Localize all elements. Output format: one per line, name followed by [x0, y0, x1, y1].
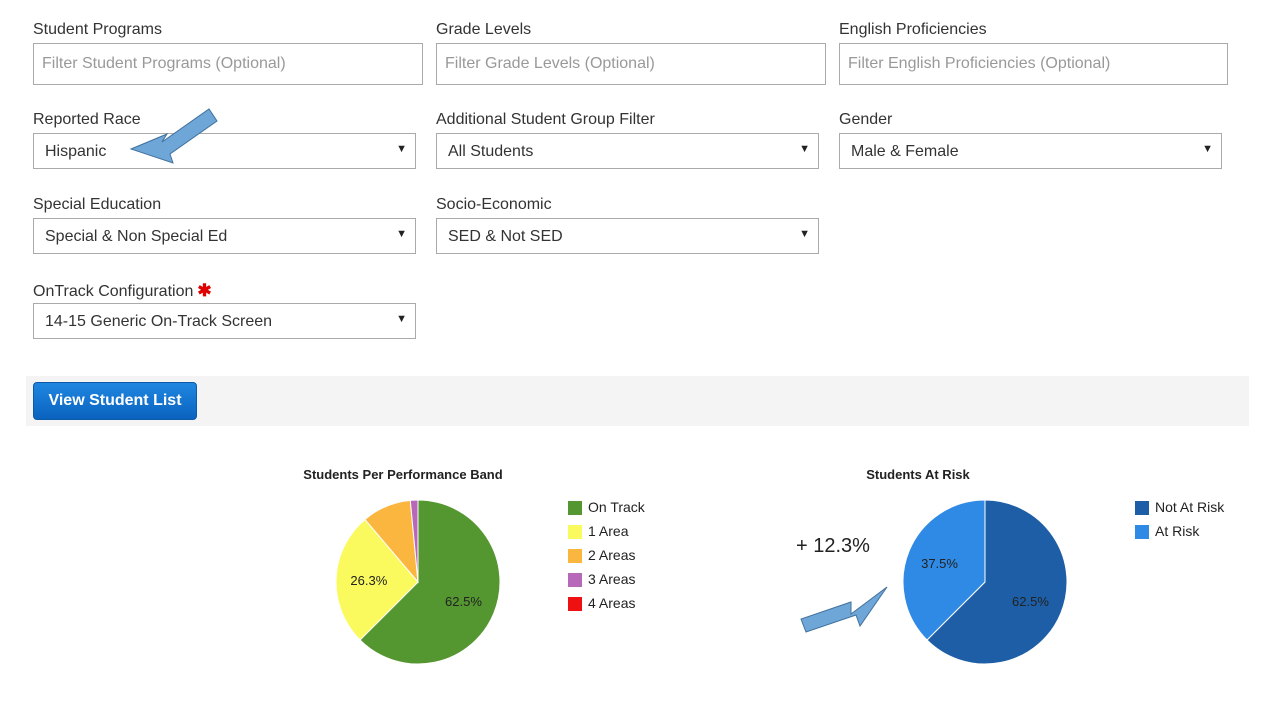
gender-value: Male & Female: [851, 143, 959, 160]
chevron-down-icon: ▼: [396, 143, 407, 155]
english-proficiencies-label: English Proficiencies: [839, 21, 987, 38]
legend-swatch: [568, 501, 582, 515]
pie-slice-not-at-risk[interactable]: [926, 499, 1068, 665]
pie-chart-performance-band: 62.5% 26.3%: [335, 499, 501, 665]
additional-group-select[interactable]: All Students ▼: [436, 133, 819, 169]
chevron-down-icon: ▼: [1202, 143, 1213, 155]
arrow-up-right-icon: [800, 586, 888, 633]
reported-race-value: Hispanic: [45, 143, 107, 160]
ontrack-config-label: OnTrack Configuration ✱: [33, 281, 212, 301]
legend-label: 1 Area: [588, 523, 629, 539]
pie-data-label: 62.5%: [1012, 594, 1049, 609]
student-programs-input[interactable]: [33, 43, 423, 85]
socio-economic-value: SED & Not SED: [448, 228, 563, 245]
legend-label: Not At Risk: [1155, 499, 1225, 515]
additional-group-label: Additional Student Group Filter: [436, 111, 655, 128]
special-education-value: Special & Non Special Ed: [45, 228, 228, 245]
legend-label: At Risk: [1155, 523, 1200, 539]
ontrack-config-select[interactable]: 14-15 Generic On-Track Screen ▼: [33, 303, 416, 339]
reported-race-select[interactable]: Hispanic ▼: [33, 133, 416, 169]
action-bar: [26, 376, 1249, 426]
grade-levels-input[interactable]: [436, 43, 826, 85]
additional-group-value: All Students: [448, 143, 534, 160]
english-proficiencies-input[interactable]: [839, 43, 1228, 85]
pie-data-label: 26.3%: [350, 573, 387, 588]
chevron-down-icon: ▼: [799, 143, 810, 155]
required-asterisk-icon: ✱: [197, 281, 212, 300]
legend-swatch: [1135, 525, 1149, 539]
view-student-list-button[interactable]: View Student List: [33, 382, 197, 420]
legend-label: 4 Areas: [588, 595, 636, 611]
reported-race-label: Reported Race: [33, 111, 141, 128]
special-education-select[interactable]: Special & Non Special Ed ▼: [33, 218, 416, 254]
legend-label: 3 Areas: [588, 571, 636, 587]
legend-label: On Track: [588, 499, 645, 515]
chevron-down-icon: ▼: [396, 313, 407, 325]
socio-economic-select[interactable]: SED & Not SED ▼: [436, 218, 819, 254]
ontrack-config-value: 14-15 Generic On-Track Screen: [45, 313, 273, 330]
pie-data-label: 37.5%: [921, 556, 958, 571]
legend-swatch: [1135, 501, 1149, 515]
ontrack-config-label-text: OnTrack Configuration: [33, 283, 194, 300]
pie-slice-on-track[interactable]: [359, 499, 501, 665]
special-education-label: Special Education: [33, 196, 162, 213]
student-programs-label: Student Programs: [33, 21, 162, 38]
legend-swatch: [568, 549, 582, 563]
legend-swatch: [568, 597, 582, 611]
chevron-down-icon: ▼: [396, 228, 407, 240]
legend-swatch: [568, 525, 582, 539]
gender-select[interactable]: Male & Female ▼: [839, 133, 1222, 169]
chart-title-at-risk: Students At Risk: [866, 467, 970, 482]
chart-title-performance-band: Students Per Performance Band: [303, 467, 503, 482]
pie-slice-1-area[interactable]: [335, 518, 419, 641]
pie-slice-at-risk[interactable]: [902, 499, 986, 641]
legend-swatch: [568, 573, 582, 587]
pie-data-label: 62.5%: [445, 594, 482, 609]
grade-levels-label: Grade Levels: [436, 21, 532, 38]
pie-chart-at-risk: 62.5% 37.5%: [902, 499, 1068, 665]
pie-slice-3-areas[interactable]: [409, 499, 419, 583]
socio-economic-label: Socio-Economic: [436, 196, 552, 213]
legend-label: 2 Areas: [588, 547, 636, 563]
annotation-text: + 12.3%: [796, 535, 870, 557]
gender-label: Gender: [839, 111, 893, 128]
chevron-down-icon: ▼: [799, 228, 810, 240]
